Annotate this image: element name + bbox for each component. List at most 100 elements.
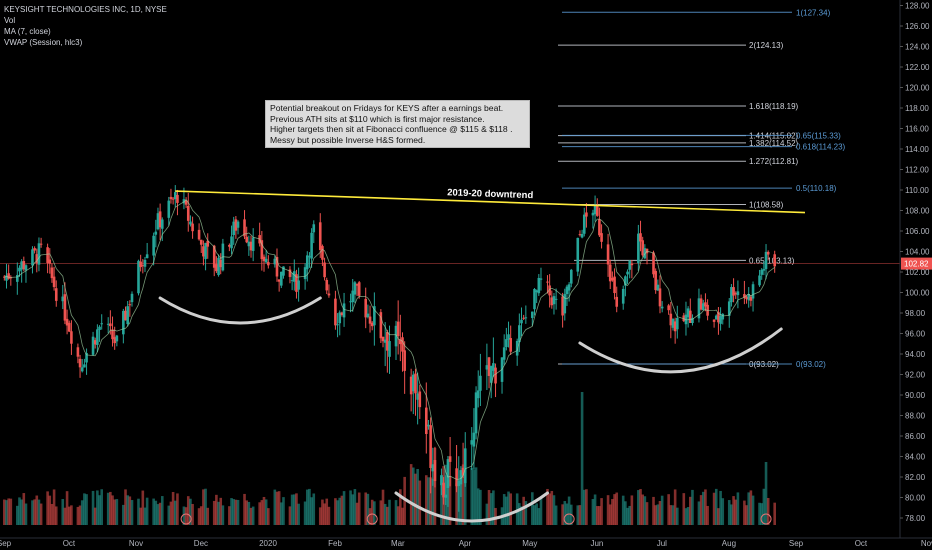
candle-body — [290, 280, 294, 282]
candle-body — [567, 284, 571, 291]
volume-bar — [580, 392, 584, 525]
candle-body — [611, 277, 614, 281]
candle-body — [141, 265, 145, 267]
candle-body — [727, 301, 731, 316]
candle-body — [325, 279, 329, 291]
y-tick-label: 100.00 — [905, 289, 930, 298]
volume-bar — [515, 493, 519, 525]
volume-bar — [215, 494, 218, 525]
volume-bar — [502, 494, 506, 525]
candle-body — [669, 313, 673, 326]
candle-body — [518, 325, 521, 343]
candle-body — [33, 248, 36, 251]
indicator-vwap[interactable]: VWAP (Session, hlc3) — [4, 38, 83, 47]
candle-body — [580, 234, 584, 238]
candles — [3, 185, 776, 512]
candle-body — [667, 305, 670, 311]
volume-bar — [706, 505, 709, 525]
volume-bar — [593, 494, 597, 525]
candle-body — [156, 213, 160, 230]
fib-label: 1.272(112.81) — [749, 157, 799, 166]
volume-bar — [109, 491, 112, 525]
downtrend-line[interactable]: 2019-20 downtrend — [175, 187, 806, 214]
volume-bar — [412, 467, 415, 525]
candle-body — [48, 259, 52, 264]
candle-body — [386, 332, 389, 351]
candle-body — [537, 277, 541, 294]
candle-body — [267, 262, 270, 266]
volume-bar — [370, 499, 374, 525]
volume-bar — [122, 504, 125, 525]
fib-label: 1.382(114.52) — [749, 139, 799, 148]
volume-bar — [624, 501, 627, 525]
candle-body — [461, 467, 465, 476]
volume-bar — [535, 503, 538, 525]
candle-body — [202, 246, 205, 257]
volume-bar — [50, 503, 54, 525]
candle-body — [7, 273, 10, 279]
volume-bar — [719, 490, 722, 525]
volume-bar — [639, 489, 642, 525]
candle-body — [280, 271, 283, 286]
volume-bar — [598, 506, 601, 525]
volume-bar — [418, 480, 422, 525]
fib-label: 1(127.34) — [796, 8, 831, 17]
candle-body — [476, 390, 480, 399]
candle-body — [78, 358, 82, 368]
candle-body — [734, 293, 738, 295]
candle-body — [533, 288, 536, 310]
candle-body — [691, 317, 694, 324]
volume-bar — [686, 506, 690, 525]
volume-bar — [143, 507, 147, 525]
y-tick-label: 88.00 — [905, 412, 926, 421]
volume-bar — [83, 493, 86, 525]
candle-body — [747, 294, 751, 301]
x-tick-label: Jun — [590, 539, 603, 548]
candle-body — [639, 233, 642, 242]
candle-body — [340, 312, 344, 315]
volume-bar — [5, 500, 8, 525]
candle-body — [424, 407, 428, 434]
earnings-markers — [180, 513, 772, 525]
volume-bar — [487, 490, 491, 525]
candle-body — [539, 278, 543, 280]
volume-bar — [494, 507, 497, 525]
volume-bar — [54, 506, 58, 525]
volume-bar — [699, 495, 703, 525]
chart-legend: KEYSIGHT TECHNOLOGIES INC, 1D, NYSE Vol … — [4, 4, 167, 48]
candle-body — [531, 311, 534, 318]
volume-bar — [383, 503, 387, 525]
candle-body — [143, 259, 147, 267]
volume-bar — [9, 498, 13, 525]
volume-bar — [24, 503, 28, 525]
indicator-ma[interactable]: MA (7, close) — [4, 27, 51, 36]
volume-bar — [550, 490, 554, 525]
volume-bar — [189, 498, 192, 525]
candle-body — [100, 323, 104, 325]
volume-bar — [732, 496, 735, 525]
candle-body — [479, 375, 482, 391]
candle-body — [288, 269, 292, 277]
volume-bar — [429, 477, 432, 525]
candle-body — [215, 264, 218, 272]
volume-bar — [126, 495, 129, 525]
y-tick-label: 80.00 — [905, 494, 926, 503]
volume-bar — [70, 505, 73, 525]
candle-body — [63, 294, 67, 321]
y-tick-label: 124.00 — [905, 43, 930, 52]
candle-body — [751, 284, 755, 299]
candle-body — [126, 306, 129, 325]
y-tick-label: 84.00 — [905, 453, 926, 462]
indicator-vol[interactable]: Vol — [4, 16, 16, 25]
candle-body — [502, 347, 506, 360]
volume-bar — [145, 497, 149, 525]
annotation-note[interactable]: Potential breakout on Fridays for KEYS a… — [265, 100, 530, 149]
x-tick-label: Apr — [459, 539, 472, 548]
volume-bar — [262, 496, 266, 525]
y-tick-label: 90.00 — [905, 391, 926, 400]
volume-bar — [388, 499, 391, 525]
x-tick-label: Sep — [0, 539, 12, 548]
volume-bar — [576, 505, 580, 525]
candle-body — [61, 296, 65, 302]
